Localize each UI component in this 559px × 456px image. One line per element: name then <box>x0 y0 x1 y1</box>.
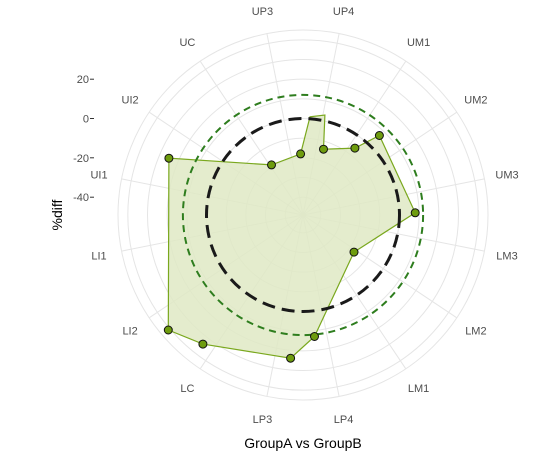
data-point <box>374 131 384 140</box>
data-point <box>349 247 359 257</box>
category-label-ui1: UI1 <box>90 169 107 181</box>
category-label-lm2: LM2 <box>465 326 486 338</box>
grid-circle <box>166 78 440 352</box>
category-label-lm1: LM1 <box>408 383 429 395</box>
category-labels: UP4 UM1 UM2 UM3 LM3 LM2 LM1 LP4 LP3 LC LI2 LI1 UI1 UI… <box>90 6 518 426</box>
data-point <box>163 325 173 335</box>
category-label-lc: LC <box>180 383 194 395</box>
reference-rings <box>181 93 425 337</box>
y-tick-label: -40 <box>73 192 89 204</box>
category-label-up4: UP4 <box>333 6 354 18</box>
reference-ring-dashed <box>181 93 425 337</box>
data-point <box>350 143 360 153</box>
grid-circle <box>127 39 479 391</box>
data-point <box>286 353 296 363</box>
category-label-lp4: LP4 <box>334 414 354 426</box>
data-point <box>267 160 276 170</box>
reference-ring-zero <box>205 117 401 313</box>
data-point <box>198 339 208 349</box>
data-point <box>310 332 319 341</box>
y-tick-label: -20 <box>73 153 89 165</box>
category-label-li1: LI1 <box>91 251 106 263</box>
y-tick-label: 0 <box>83 114 89 126</box>
category-label-up3: UP3 <box>252 6 273 18</box>
grid-circle <box>117 29 489 401</box>
category-label-lm3: LM3 <box>496 251 517 263</box>
category-label-ui2: UI2 <box>122 94 139 106</box>
y-axis-ticks: -40 -20 0 20 <box>73 74 94 204</box>
category-label-um3: UM3 <box>495 169 518 181</box>
data-point <box>319 144 328 154</box>
data-point <box>410 208 420 218</box>
data-point <box>164 153 174 163</box>
grid-circle <box>147 59 459 371</box>
category-label-uc: UC <box>179 37 195 49</box>
x-axis-title: GroupA vs GroupB <box>244 435 362 451</box>
y-tick-label: 20 <box>77 74 89 86</box>
data-point <box>296 149 306 159</box>
category-label-um1: UM1 <box>407 37 430 49</box>
category-label-li2: LI2 <box>122 326 137 338</box>
category-label-um2: UM2 <box>464 94 487 106</box>
y-axis-title: %diff <box>49 199 65 230</box>
category-label-lp3: LP3 <box>253 414 273 426</box>
data-points <box>163 131 420 363</box>
